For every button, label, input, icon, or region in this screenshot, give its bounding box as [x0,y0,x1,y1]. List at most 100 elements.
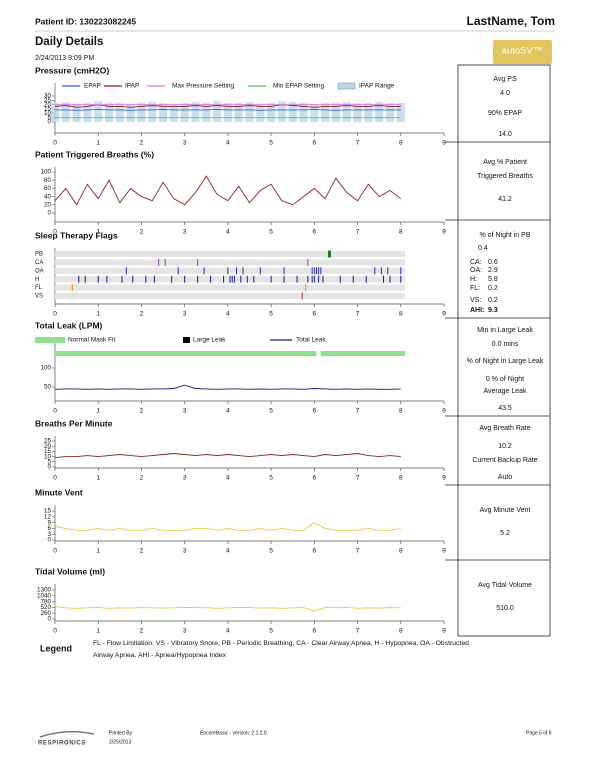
flag-event [283,267,285,275]
y-tick-label: 0 [47,210,51,217]
range-bar [202,102,211,122]
flag-event [313,275,315,283]
x-tick-label: 2 [140,548,144,555]
series-line [54,522,401,531]
flag-event [307,258,309,266]
flag-event [352,275,354,283]
stat-text: 14.0 [498,131,512,138]
x-tick-label: 9 [442,475,446,482]
x-tick-label: 8 [399,628,403,635]
range-bar [375,102,384,122]
x-tick-label: 1 [96,475,100,482]
y-tick-label: 9 [47,519,51,526]
x-tick-label: 6 [313,140,317,147]
range-bar [115,102,124,122]
x-tick-label: 8 [399,548,403,555]
y-tick-label: 0 [47,537,51,544]
x-tick-label: 7 [356,475,360,482]
x-tick-label: 8 [399,229,403,236]
x-tick-label: 0 [53,311,57,318]
stat-text: Avg % Patient [483,159,527,166]
x-tick-label: 3 [183,229,187,236]
chart-title: Breaths Per Minute [35,418,113,428]
x-tick-label: 0 [53,548,57,555]
x-tick-label: 9 [442,140,446,147]
x-tick-label: 8 [399,408,403,415]
x-tick-label: 6 [313,628,317,635]
flag-event [259,267,261,275]
flag-event [320,267,322,275]
flag-event [78,275,80,283]
stat-text: 43.5 [498,405,512,412]
range-bar [310,103,319,122]
y-tick-label: 15 [44,106,52,113]
flag-event [387,267,389,275]
flag-event [229,275,231,283]
stat-text: % of Night in PB [480,232,531,239]
flag-event [121,275,123,283]
flag-event [210,275,212,283]
range-bar [105,102,114,122]
y-tick-label: 100 [40,365,51,372]
y-tick-label: 260 [40,610,51,617]
legend-label: Large Leak [193,337,226,344]
flag-event [223,275,225,283]
stat-text: 10.2 [498,443,512,450]
printed-date: 2/25/2013 [109,739,131,745]
stat-text: Avg PS [493,76,517,83]
stat-value: 0.2 [488,297,498,304]
flag-row-label: H [35,277,39,283]
flag-event [270,275,272,283]
legend-swatch [35,337,65,343]
x-tick-label: 9 [442,408,446,415]
x-tick-label: 1 [96,311,100,318]
range-bar [191,102,200,122]
stat-text: Current Backup Rate [472,457,537,464]
stat-text: 4.0 [500,90,510,97]
x-tick-label: 3 [183,311,187,318]
logo-text: RESPIRONICS [38,741,86,747]
stat-text: Auto [498,474,513,481]
chart-title: Tidal Volume (ml) [35,566,105,576]
badge-text: autoSV™ [502,46,543,57]
stat-label: CA: [470,259,482,266]
x-tick-label: 7 [356,229,360,236]
flag-row [55,267,405,274]
flag-event [242,267,244,275]
x-tick-label: 5 [269,311,273,318]
range-bar [234,102,243,122]
legend-swatch [183,337,190,343]
y-tick-label: 25 [44,438,52,445]
series-line [54,175,402,206]
patient-id: Patient ID: 130223082245 [35,16,136,26]
y-tick-label: 30 [44,93,52,100]
flag-event [246,275,248,283]
x-tick-label: 6 [313,475,317,482]
x-tick-label: 4 [226,311,230,318]
series-line [54,606,401,612]
y-tick-label: 3 [47,531,51,538]
x-tick-label: 7 [356,408,360,415]
stat-text: 0.0 mins [492,341,519,348]
range-bar [223,102,232,122]
range-bar [51,102,59,122]
range-bar [267,102,276,122]
y-tick-label: 0 [47,464,51,471]
flag-event [233,275,235,283]
y-tick-label: 60 [44,185,52,192]
series-line [54,384,401,390]
report-date: 2/24/2013 9:09 PM [35,55,94,62]
flag-event [177,267,179,275]
x-tick-label: 2 [140,140,144,147]
y-tick-label: 780 [40,598,51,605]
legend-line: FL - Flow Limitation, VS - Vibratory Sno… [93,640,469,647]
x-tick-label: 2 [140,628,144,635]
report-title: Daily Details [35,36,103,48]
x-tick-label: 3 [183,628,187,635]
x-tick-label: 4 [226,628,230,635]
x-tick-label: 7 [356,140,360,147]
x-tick-label: 4 [226,408,230,415]
page-number: Page 5 of 6 [526,730,552,736]
legend-label: Total Leak [296,337,326,344]
stat-value: 9.3 [488,307,498,314]
